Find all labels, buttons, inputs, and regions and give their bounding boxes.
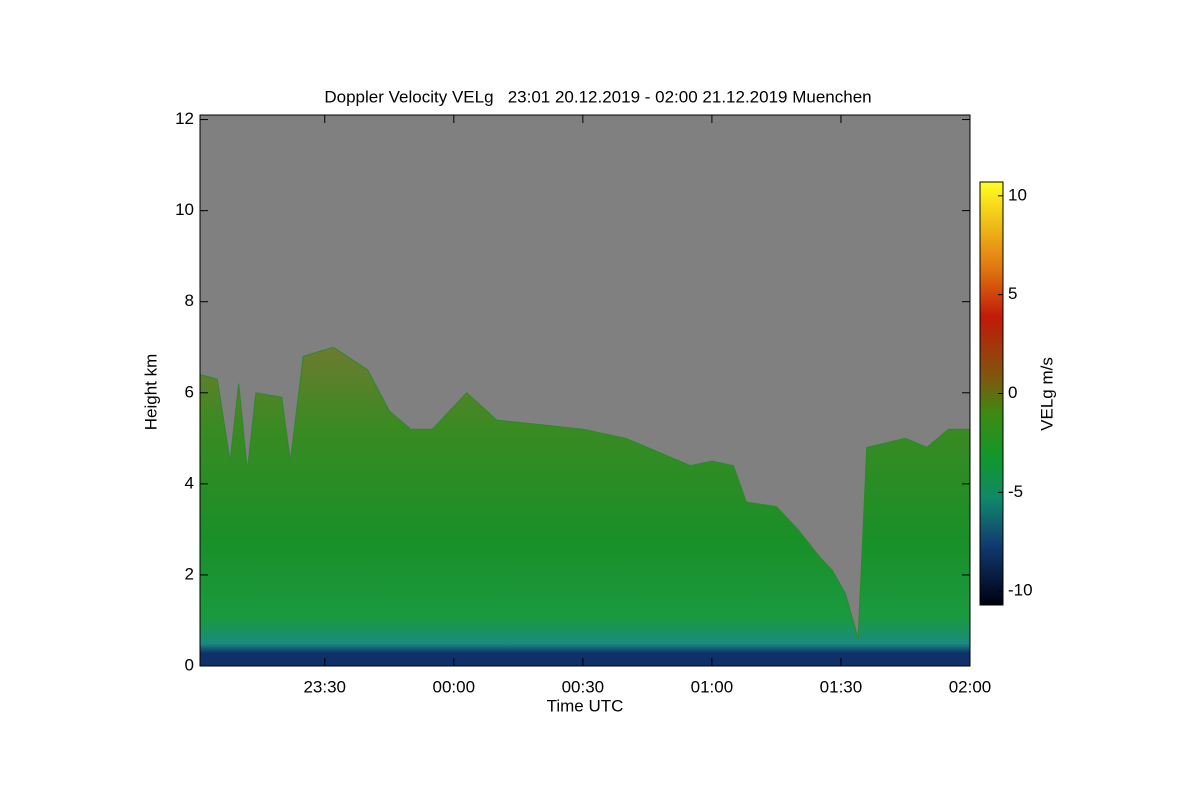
x-tick-label: 00:30 [562, 677, 605, 696]
colorbar-tick-label: 5 [1008, 284, 1017, 303]
plot-area [199, 346, 971, 667]
x-tick-label: 23:30 [303, 677, 346, 696]
y-tick-label: 0 [185, 655, 194, 674]
x-axis-label: Time UTC [547, 696, 624, 715]
y-axis-label: Height km [141, 354, 160, 431]
y-tick-label: 12 [175, 109, 194, 128]
y-tick-label: 6 [185, 382, 194, 401]
x-tick-label: 01:30 [820, 677, 863, 696]
chart-title: Doppler Velocity VELg 23:01 20.12.2019 -… [324, 87, 871, 106]
y-tick-label: 4 [185, 473, 194, 492]
x-tick-label: 00:00 [433, 677, 476, 696]
colorbar-tick-label: -10 [1008, 581, 1033, 600]
colorbar-tick-label: -5 [1008, 482, 1023, 501]
y-tick-label: 2 [185, 564, 194, 583]
echo-area [199, 346, 971, 667]
colorbar-tick-label: 10 [1008, 185, 1027, 204]
colorbar-tick-label: 0 [1008, 383, 1017, 402]
colorbar-label: VELg m/s [1037, 357, 1056, 431]
x-tick-label: 02:00 [949, 677, 992, 696]
plot-frame [199, 114, 971, 667]
y-tick-label: 8 [185, 291, 194, 310]
y-tick-label: 10 [175, 200, 194, 219]
x-tick-label: 01:00 [691, 677, 734, 696]
